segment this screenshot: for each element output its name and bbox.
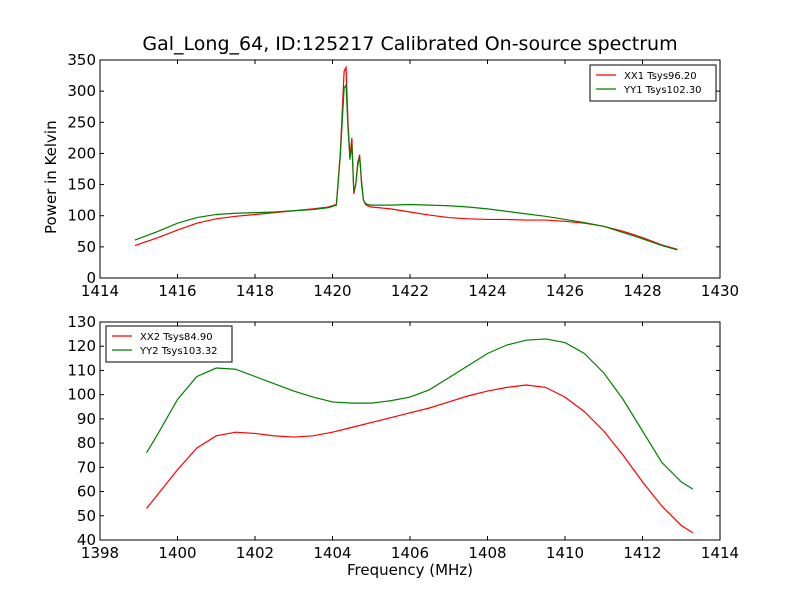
legend-box xyxy=(589,64,717,102)
x-tick-label: 1414 xyxy=(701,544,739,562)
y-tick-label: 250 xyxy=(67,113,96,131)
y-tick-label: 0 xyxy=(86,269,96,287)
legend: XX2 Tsys84.90 YY2 Tsys103.32 xyxy=(105,325,233,363)
series-line-2 xyxy=(145,338,694,490)
x-tick-label: 1410 xyxy=(546,544,584,562)
x-tick-label: 1404 xyxy=(313,544,351,562)
x-tick-label: 1406 xyxy=(391,544,429,562)
legend-label: YY1 Tsys102.30 xyxy=(623,85,702,96)
y-tick-label: 200 xyxy=(67,144,96,162)
y-tick-label: 60 xyxy=(77,483,96,501)
y-tick-label: 150 xyxy=(67,176,96,194)
x-tick-label: 1398 xyxy=(81,544,119,562)
x-tick-label: 1422 xyxy=(391,282,429,300)
y-tick-label: 50 xyxy=(77,507,96,525)
legend: XX1 Tsys96.20 YY1 Tsys102.30 xyxy=(589,64,717,102)
y-tick-label: 70 xyxy=(77,458,96,476)
x-tick-label: 1402 xyxy=(236,544,274,562)
x-tick-label: 1424 xyxy=(468,282,506,300)
y-tick-label: 100 xyxy=(67,386,96,404)
x-tick-label: 1428 xyxy=(623,282,661,300)
x-tick-label: 1414 xyxy=(81,282,119,300)
legend-label: YY2 Tsys103.32 xyxy=(139,346,218,357)
panel-2: 1398 1400 1402 1404 1406 1408 1410 1412 1414 40 50… xyxy=(67,313,739,562)
y-tick-label: 90 xyxy=(77,410,96,428)
legend-box xyxy=(105,325,233,363)
y-tick-label: 120 xyxy=(67,337,96,355)
x-tick-label: 1430 xyxy=(701,282,739,300)
y-tick-label: 80 xyxy=(77,434,96,452)
y-tick-label: 300 xyxy=(67,82,96,100)
series-line-1 xyxy=(146,384,694,534)
legend-label: XX2 Tsys84.90 xyxy=(140,332,213,343)
y-tick-label: 130 xyxy=(67,313,96,331)
series-line-1 xyxy=(134,65,678,250)
series-line-2 xyxy=(134,82,678,251)
y-tick-label: 50 xyxy=(77,238,96,256)
x-axis-label: Frequency (MHz) xyxy=(346,561,474,579)
y-tick-label: 350 xyxy=(67,51,96,69)
x-tick-label: 1412 xyxy=(623,544,661,562)
x-tick-label: 1408 xyxy=(468,544,506,562)
legend-label: XX1 Tsys96.20 xyxy=(624,71,697,82)
chart-title: Gal_Long_64, ID:125217 Calibrated On-sou… xyxy=(142,33,678,55)
panel-1: 1414 1416 1418 1420 1422 1424 1426 1428 1430 0 50 1… xyxy=(67,51,739,300)
y-tick-label: 110 xyxy=(67,361,96,379)
x-tick-label: 1416 xyxy=(158,282,196,300)
y-tick-label: 100 xyxy=(67,207,96,225)
x-tick-label: 1400 xyxy=(158,544,196,562)
x-tick-label: 1418 xyxy=(236,282,274,300)
x-tick-label: 1426 xyxy=(546,282,584,300)
x-tick-label: 1420 xyxy=(313,282,351,300)
y-tick-label: 40 xyxy=(77,531,96,549)
